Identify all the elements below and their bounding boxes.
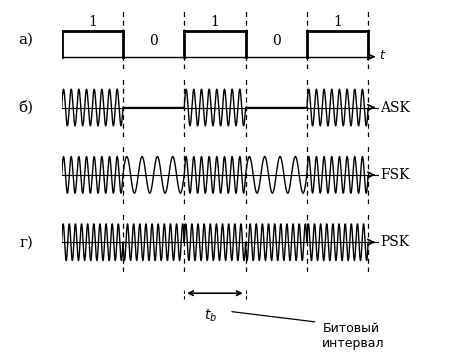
Text: PSK: PSK <box>380 235 409 249</box>
Text: 0: 0 <box>272 34 281 49</box>
Text: а): а) <box>18 33 33 47</box>
Text: б): б) <box>18 100 33 115</box>
Text: г): г) <box>19 235 33 249</box>
Text: FSK: FSK <box>380 168 410 182</box>
Text: Битовый
интервал: Битовый интервал <box>322 322 385 350</box>
Text: 1: 1 <box>88 15 97 29</box>
Text: ASK: ASK <box>380 101 410 114</box>
Text: 1: 1 <box>210 15 219 29</box>
Text: $t$: $t$ <box>379 49 386 62</box>
Text: 0: 0 <box>149 34 158 49</box>
Text: 1: 1 <box>333 15 342 29</box>
Text: $t_b$: $t_b$ <box>203 308 217 324</box>
